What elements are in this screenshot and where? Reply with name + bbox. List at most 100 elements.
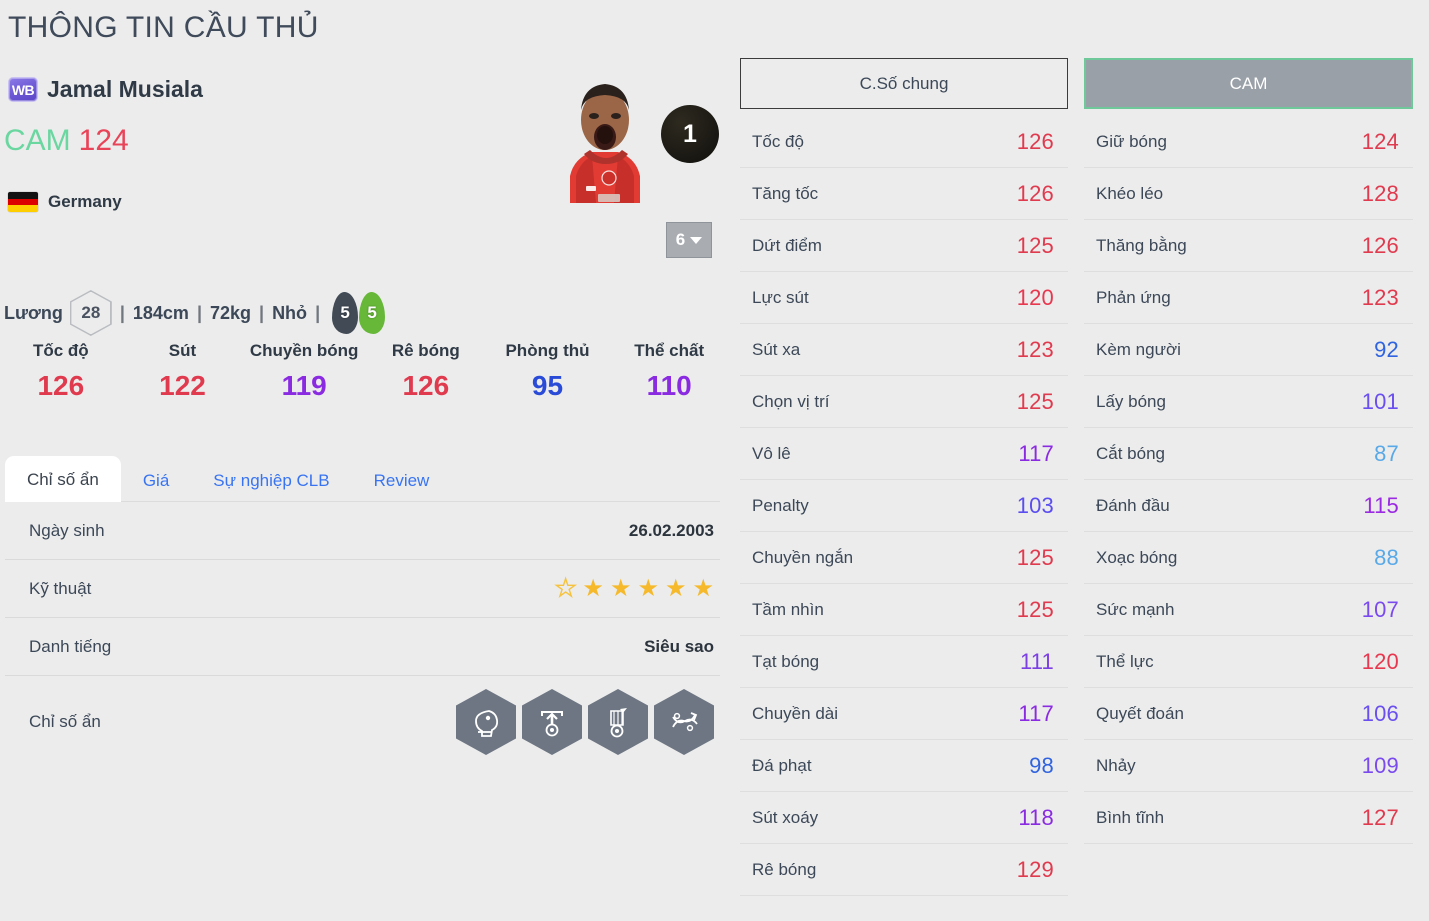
stat-name: Tầm nhìn <box>752 599 824 619</box>
flair-passing-icon[interactable] <box>654 689 714 755</box>
stat-row: Chọn vị trí 125 <box>740 376 1068 428</box>
attribute-label: Rê bóng <box>391 341 460 360</box>
germany-flag-icon <box>8 192 38 212</box>
stat-value: 126 <box>1016 128 1054 154</box>
skill-star-rating: ★ ★ ★ ★ ★ ★ <box>554 574 714 602</box>
strong-foot-icon: 5 <box>359 292 386 334</box>
stat-value: 129 <box>1016 856 1054 882</box>
star-filled-icon: ★ <box>692 574 714 602</box>
leader-head-icon[interactable] <box>456 689 516 755</box>
player-body-type: Nhỏ <box>272 302 308 323</box>
stat-row: Đá phạt 98 <box>740 740 1068 792</box>
player-position: CAM <box>4 124 71 157</box>
stat-row: Thăng bằng 126 <box>1084 220 1413 272</box>
stat-column-header-position[interactable]: CAM <box>1084 58 1413 109</box>
star-filled-icon: ★ <box>609 574 632 602</box>
stat-value: 117 <box>1018 700 1054 726</box>
detail-row-skill-moves: Kỹ thuật ★ ★ ★ ★ ★ ★ <box>5 560 720 618</box>
stat-column-general: C.Số chung Tốc độ 126 Tăng tốc 126 Dứt điể… <box>740 58 1068 921</box>
detail-label: Kỹ thuật <box>29 578 92 598</box>
stat-value: 120 <box>1361 648 1399 674</box>
meta-separator-4: | <box>315 302 321 323</box>
stat-row: Sút xa 123 <box>740 324 1068 376</box>
stat-value: 88 <box>1374 544 1399 570</box>
detail-row-birthdate: Ngày sinh 26.02.2003 <box>5 502 720 560</box>
stat-name: Cắt bóng <box>1096 443 1165 463</box>
player-photo <box>540 58 670 203</box>
detail-list: Ngày sinh 26.02.2003 Kỹ thuật ★ ★ ★ ★ ★ … <box>5 502 720 768</box>
star-filled-icon: ★ <box>582 574 604 602</box>
stat-name: Xoạc bóng <box>1096 547 1178 567</box>
stat-name: Rê bóng <box>752 859 817 879</box>
strong-foot-value: 5 <box>367 303 377 322</box>
stat-column-position: CAM Giữ bóng 124 Khéo léo 128 Thăng bằng 12… <box>1084 58 1413 921</box>
stat-column-header-general[interactable]: C.Số chung <box>740 58 1068 109</box>
attribute-passing: Chuyền bóng 119 <box>243 340 365 406</box>
stat-row: Penalty 103 <box>740 480 1068 532</box>
stat-name: Đánh đầu <box>1096 495 1170 515</box>
attribute-label: Phòng thủ <box>505 341 590 360</box>
stat-name: Tạt bóng <box>752 651 820 671</box>
stat-row: Thể lực 120 <box>1084 636 1413 688</box>
stat-name: Nhảy <box>1096 755 1136 775</box>
detail-label: Chỉ số ẩn <box>29 712 101 731</box>
kit-number-value: 1 <box>683 119 697 148</box>
stat-value: 117 <box>1018 440 1054 466</box>
finesse-shot-ball-icon[interactable] <box>588 689 648 755</box>
stat-value: 92 <box>1374 336 1399 362</box>
wage-label: Lương <box>4 302 63 323</box>
stat-row: Kèm người 92 <box>1084 324 1413 376</box>
stat-value: 127 <box>1361 804 1399 830</box>
wage-hex-badge: 28 <box>70 290 112 336</box>
stat-value: 107 <box>1361 596 1399 622</box>
attribute-value: 119 <box>281 370 327 401</box>
stat-value: 124 <box>1361 128 1399 154</box>
tab-price[interactable]: Giá <box>142 471 170 490</box>
page-title: THÔNG TIN CẦU THỦ <box>8 11 319 44</box>
stat-name: Chuyền dài <box>752 703 839 723</box>
attribute-label: Chuyền bóng <box>249 341 359 360</box>
player-weight: 72kg <box>209 302 252 323</box>
tab-review[interactable]: Review <box>373 471 430 490</box>
meta-separator-3: | <box>259 302 265 323</box>
tab-club-career[interactable]: Sự nghiệp CLB <box>213 471 330 490</box>
arrow-up-ball-icon[interactable] <box>522 689 582 755</box>
player-height: 184cm <box>132 302 189 323</box>
stat-value: 115 <box>1363 492 1399 518</box>
stat-name: Lấy bóng <box>1096 391 1166 411</box>
stat-rows-general: Tốc độ 126 Tăng tốc 126 Dứt điểm 125 Lực sú… <box>740 116 1068 896</box>
attribute-dribbling: Rê bóng 126 <box>365 340 487 406</box>
detailed-stats-panel: C.Số chung Tốc độ 126 Tăng tốc 126 Dứt điể… <box>740 58 1429 921</box>
stat-value: 125 <box>1016 596 1054 622</box>
skill-moves-select[interactable]: 6 <box>666 222 712 258</box>
stat-value: 101 <box>1361 388 1399 414</box>
nationality-label: Germany <box>48 192 122 211</box>
detail-row-reputation: Danh tiếng Siêu sao <box>5 618 720 676</box>
attribute-label: Thể chất <box>634 341 705 360</box>
detail-row-traits: Chỉ số ẩn <box>5 676 720 768</box>
stat-row: Quyết đoán 106 <box>1084 688 1413 740</box>
star-filled-icon: ★ <box>637 574 659 602</box>
stat-name: Bình tĩnh <box>1096 807 1165 827</box>
tab-hidden-stats[interactable]: Chỉ số ẩn <box>5 456 121 502</box>
attribute-pace: Tốc độ 126 <box>0 340 122 406</box>
meta-separator-2: | <box>196 302 202 323</box>
player-name: Jamal Musiala <box>47 76 203 102</box>
stat-name: Sút xa <box>752 339 801 359</box>
stat-row: Cắt bóng 87 <box>1084 428 1413 480</box>
stat-row: Tốc độ 126 <box>740 116 1068 168</box>
stat-name: Tốc độ <box>752 131 804 151</box>
stat-name: Vô lê <box>752 443 791 463</box>
trait-icon-list <box>456 689 714 755</box>
player-name-row: WB Jamal Musiala <box>8 76 203 103</box>
stat-name: Giữ bóng <box>1096 131 1167 151</box>
stat-name: Khéo léo <box>1096 183 1164 203</box>
attribute-defending: Phòng thủ 95 <box>487 340 609 406</box>
meta-separator-1: | <box>119 302 125 323</box>
stat-name: Kèm người <box>1096 339 1181 359</box>
stat-name: Sút xoáy <box>752 807 819 827</box>
attribute-value: 126 <box>402 370 450 401</box>
stat-value: 128 <box>1361 180 1399 206</box>
weak-foot-icon: 5 <box>332 292 359 334</box>
